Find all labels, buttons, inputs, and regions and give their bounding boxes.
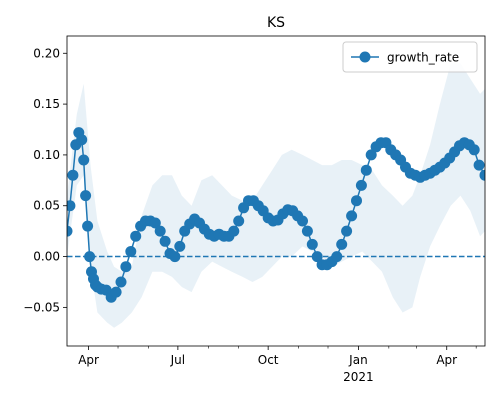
legend: growth_rate [342,41,478,73]
data-point [154,225,166,237]
x-tick-label: Apr [436,353,457,367]
data-point [120,261,132,273]
plot-frame [66,35,486,347]
y-tick-label: 0.00 [33,250,60,264]
x-tick-label: Apr [78,353,99,367]
data-point [355,179,367,191]
data-point [84,251,96,263]
chart-title: KS [267,15,285,31]
y-tick-label: 0.15 [33,97,60,111]
data-point [115,276,127,288]
legend-label: growth_rate [387,51,459,65]
confidence-band [67,63,485,328]
data-point [169,251,181,263]
data-point [346,210,358,222]
data-point [365,149,377,161]
data-point [78,154,90,166]
data-point [76,134,88,146]
data-point [311,251,323,263]
y-tick-label: −0.05 [23,300,60,314]
data-point [149,217,161,229]
data-point [67,200,76,212]
data-point [125,246,137,257]
data-point [341,225,353,237]
x-tick-year-label: 2021 [343,370,374,384]
data-point [110,286,122,298]
data-point [297,215,308,227]
data-point [228,225,240,237]
legend-box [342,41,478,73]
plot-area [67,63,485,328]
data-point [67,169,79,181]
axes: −0.05 0.00 0.05 0.10 0.15 0.20 Apr Jul Oct Jan 202… [23,35,486,384]
data-point [360,164,372,176]
data-point [336,238,348,250]
data-point [67,225,73,237]
data-point [468,144,480,156]
data-point [80,190,92,202]
data-point [174,240,186,252]
data-point [82,220,94,232]
data-point [351,195,362,207]
x-tick-label: Oct [258,353,279,367]
data-point [301,225,313,237]
x-tick-label: Jan [348,353,368,367]
y-tick-label: 0.20 [33,46,60,60]
y-tick-label: 0.05 [33,199,60,213]
x-tick-label: Jul [170,353,185,367]
legend-marker-swatch [359,51,371,63]
data-point [331,251,343,263]
data-point [479,169,485,181]
data-point [159,235,171,247]
data-point [306,238,318,250]
data-point [233,215,245,227]
data-point [473,159,485,171]
data-point [130,230,142,242]
y-tick-label: 0.10 [33,148,60,162]
series-markers-growth-rate [67,127,485,303]
